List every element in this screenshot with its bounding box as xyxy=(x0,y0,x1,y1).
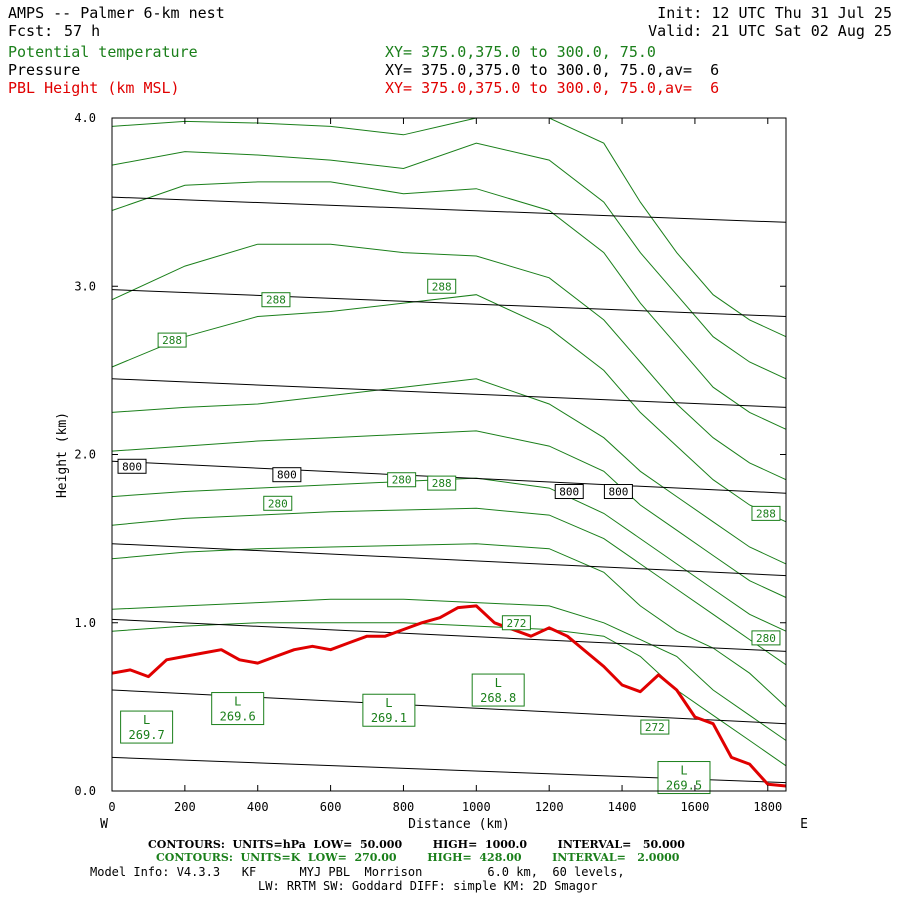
x-tick-label-8: 1600 xyxy=(680,800,709,814)
pbl-height-series xyxy=(111,604,787,788)
footer-model-info: Model Info: V4.3.3 KF MYJ PBL Morrison 6… xyxy=(90,865,625,879)
init-time: Init: 12 UTC Thu 31 Jul 25 xyxy=(657,4,892,22)
pressure-label-1-box xyxy=(272,467,302,483)
low-box-2 xyxy=(362,693,416,727)
pressure-contour-3 xyxy=(111,543,787,577)
cross-section-chart: 800 800 800 800 288 288 288 280 280 288 272 272 280 2… xyxy=(55,111,808,832)
footer-theta-contours: CONTOURS: UNITS=K LOW= 270.00 HIGH= 428.… xyxy=(156,851,680,864)
x-tick-label-0: 0 xyxy=(108,800,115,814)
field-pbl-xy: XY= 375.0,375.0 to 300.0, 75.0,av= 6 xyxy=(385,79,720,97)
pressure-label-3: 800 xyxy=(608,486,628,499)
low-box-3 xyxy=(471,673,525,707)
theta-contour-8 xyxy=(111,243,787,481)
theta-label-2-box xyxy=(427,278,457,294)
theta-contour-4 xyxy=(111,477,787,632)
theta-label-3-box xyxy=(263,495,293,511)
theta-label-4-box xyxy=(387,472,417,488)
theta-label-1: 288 xyxy=(266,294,286,307)
theta-contour-7 xyxy=(111,294,787,523)
theta-contours xyxy=(111,117,787,767)
pressure-contour-7 xyxy=(111,196,787,223)
low-marker-4: L xyxy=(680,764,687,778)
low-value-4: 269.5 xyxy=(666,779,702,793)
low-marker-1: L xyxy=(234,695,241,709)
theta-label-1-box xyxy=(261,292,291,308)
x-tick-label-6: 1200 xyxy=(535,800,564,814)
direction-east-label: E xyxy=(800,817,808,832)
theta-label-4: 280 xyxy=(392,474,412,487)
theta-contour-9 xyxy=(111,181,787,430)
x-axis-label: Distance (km) xyxy=(408,817,510,832)
theta-label-6: 272 xyxy=(506,617,526,630)
theta-label-2: 288 xyxy=(432,280,452,293)
forecast-label: Fcst: xyxy=(8,22,54,40)
low-marker-0: L xyxy=(143,713,150,727)
low-marker-2: L xyxy=(385,696,392,710)
axes: 0 200 400 600 800 1000 1200 1400 1600 1800 0.0 1.0 2… xyxy=(55,111,808,832)
x-tick-label-2: 400 xyxy=(247,800,269,814)
x-tick-label-1: 200 xyxy=(174,800,196,814)
pressure-label-3-box xyxy=(603,484,633,500)
pressure-label-2: 800 xyxy=(559,486,579,499)
theta-label-0: 288 xyxy=(162,334,182,347)
pressure-label-2-box xyxy=(554,484,584,500)
y-tick-label-1: 1.0 xyxy=(74,616,96,630)
theta-label-8: 280 xyxy=(756,632,776,645)
pbl-height-line xyxy=(111,604,787,788)
pressure-label-1: 800 xyxy=(277,469,297,482)
theta-contour-0 xyxy=(111,622,787,767)
x-tick-label-5: 1000 xyxy=(462,800,491,814)
direction-west-label: W xyxy=(100,817,108,832)
theta-label-7: 272 xyxy=(645,721,665,734)
x-tick-label-7: 1400 xyxy=(608,800,637,814)
theta-label-6-box xyxy=(501,615,531,631)
y-tick-label-0: 0.0 xyxy=(74,784,96,798)
contour-labels: 800 800 800 800 288 288 288 280 280 288 272 272 280 2… xyxy=(117,278,781,795)
theta-contour-10 xyxy=(111,142,787,380)
theta-label-9-box xyxy=(751,505,781,521)
theta-label-3: 280 xyxy=(268,497,288,510)
theta-label-5: 288 xyxy=(432,477,452,490)
pressure-label-0: 800 xyxy=(122,460,142,473)
theta-contour-6 xyxy=(111,378,787,565)
valid-time: Valid: 21 UTC Sat 02 Aug 25 xyxy=(648,22,892,40)
pressure-contour-6 xyxy=(111,289,787,317)
y-axis-label: Height (km) xyxy=(55,412,70,498)
y-tick-label-3: 3.0 xyxy=(74,279,96,293)
theta-contour-5 xyxy=(111,430,787,598)
field-pbl-name: PBL Height (km MSL) xyxy=(8,79,180,97)
forecast-hour: 57 h xyxy=(64,22,101,40)
pressure-contour-5 xyxy=(111,378,787,408)
field-pressure-xy: XY= 375.0,375.0 to 300.0, 75.0,av= 6 xyxy=(385,61,720,79)
field-theta-xy: XY= 375.0,375.0 to 300.0, 75.0 xyxy=(385,43,656,61)
theta-label-0-box xyxy=(157,332,187,348)
x-tick-label-3: 600 xyxy=(320,800,342,814)
low-box-4 xyxy=(657,761,711,795)
field-theta-name: Potential temperature xyxy=(8,43,198,61)
theta-label-8-box xyxy=(751,630,781,646)
field-pressure-name: Pressure xyxy=(8,61,81,79)
theta-contour-3 xyxy=(111,507,787,666)
low-value-2: 269.1 xyxy=(371,711,407,725)
model-title: AMPS -- Palmer 6-km nest xyxy=(8,4,225,22)
footer-pressure-contours: CONTOURS: UNITS=hPa LOW= 50.000 HIGH= 10… xyxy=(148,838,685,851)
theta-label-7-box xyxy=(640,719,670,735)
theta-label-5-box xyxy=(427,475,457,491)
pressure-label-0-box xyxy=(117,458,147,474)
low-box-0 xyxy=(120,710,174,744)
low-box-1 xyxy=(211,692,265,726)
theta-contour-1 xyxy=(111,598,787,741)
footer-physics: LW: RRTM SW: Goddard DIFF: simple KM: 2D… xyxy=(258,879,598,893)
y-tick-label-4: 4.0 xyxy=(74,111,96,125)
x-tick-label-4: 800 xyxy=(393,800,415,814)
x-tick-label-9: 1800 xyxy=(753,800,782,814)
low-value-3: 268.8 xyxy=(480,691,516,705)
pressure-contour-2 xyxy=(111,618,787,652)
low-marker-3: L xyxy=(495,676,502,690)
low-value-0: 269.7 xyxy=(129,728,165,742)
y-tick-label-2: 2.0 xyxy=(74,448,96,462)
low-value-1: 269.6 xyxy=(220,710,256,724)
theta-label-9: 288 xyxy=(756,507,776,520)
